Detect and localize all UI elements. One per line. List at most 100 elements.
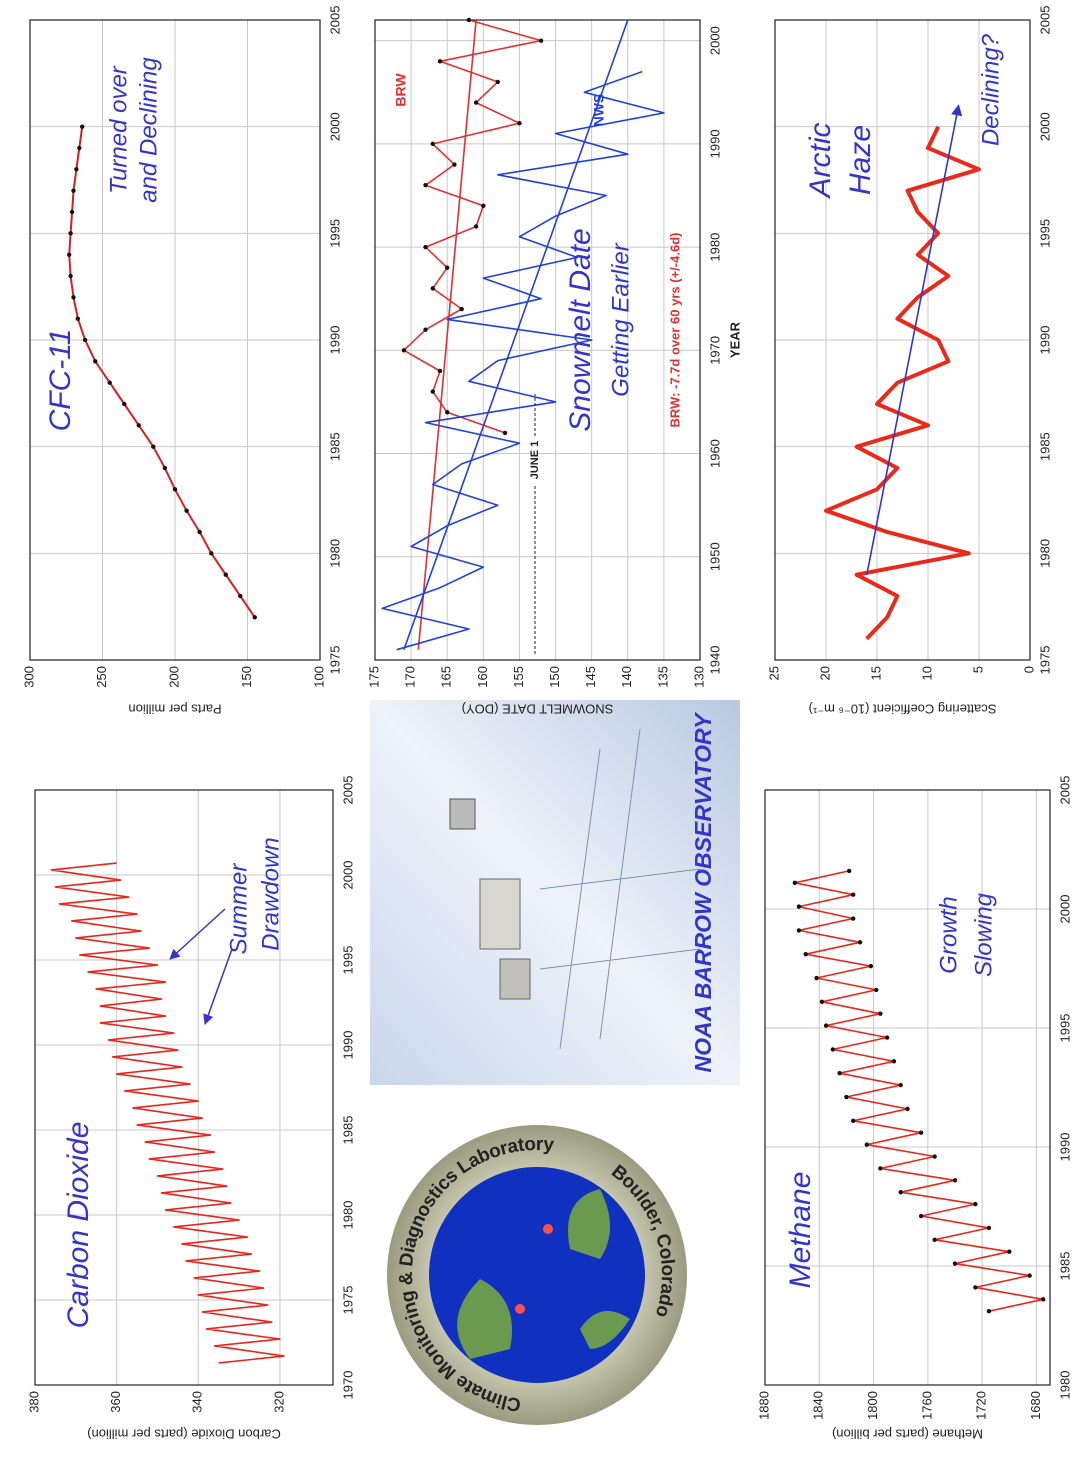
data-point — [184, 508, 189, 513]
data-point — [223, 572, 228, 577]
data-point — [473, 224, 479, 229]
x-tick-label: 1975 — [327, 646, 342, 675]
data-point — [846, 868, 852, 874]
data-point — [851, 892, 856, 897]
y-tick-label: 200 — [166, 666, 181, 688]
x-tick-label: 1990 — [1037, 326, 1052, 355]
data-point — [857, 940, 863, 945]
data-point — [796, 928, 802, 933]
trend-line — [417, 19, 477, 650]
data-point — [837, 1071, 842, 1076]
data-point — [878, 1011, 883, 1016]
data-point — [430, 389, 435, 394]
y-tick-label: 155 — [511, 666, 526, 688]
data-point — [75, 316, 81, 321]
plot-frame — [764, 789, 1051, 1386]
x-tick-label: 2000 — [1037, 112, 1052, 141]
data-point — [238, 593, 243, 599]
y-tick-label: 140 — [619, 666, 634, 688]
data-point — [792, 880, 798, 886]
data-point — [430, 141, 435, 147]
annotation: Drawdown — [257, 837, 284, 950]
data-point — [898, 1190, 903, 1195]
annotation-arrow — [203, 948, 233, 1025]
plot-frame — [374, 19, 701, 661]
data-point — [82, 337, 88, 343]
data-point — [423, 244, 428, 250]
data-point — [952, 1261, 958, 1266]
chart-title: Methane — [784, 1172, 817, 1289]
y-tick-label: 160 — [475, 666, 490, 688]
y-tick-label: 1800 — [865, 1391, 880, 1420]
x-tick-label: 2005 — [1037, 6, 1052, 35]
logo-site — [515, 1304, 525, 1314]
data-point — [1007, 1249, 1012, 1254]
plot-frame — [774, 19, 1031, 661]
x-tick-label: 1990 — [327, 326, 342, 355]
y-tick-label: 340 — [190, 1391, 205, 1413]
data-point — [538, 38, 544, 43]
data-point — [973, 1285, 978, 1290]
logo-land — [457, 1189, 630, 1359]
y-tick-label: 145 — [583, 666, 598, 688]
x-tick-label: 1985 — [327, 432, 342, 461]
data-point — [172, 487, 178, 492]
data-line — [50, 862, 285, 1364]
data-point — [932, 1237, 937, 1243]
data-point — [68, 231, 73, 236]
photo-building — [479, 878, 521, 950]
annotation: BRW: -7.7d over 60 yrs (+/-4.6d) — [667, 233, 682, 428]
data-point — [93, 359, 98, 364]
chart: 320 340 360 380 1970 1975 1980 1985 1990 1995 2000… — [26, 776, 355, 1442]
data-point — [66, 252, 72, 257]
data-point — [69, 209, 75, 215]
data-point — [898, 1082, 903, 1088]
data-point — [71, 188, 76, 193]
data-point — [918, 1130, 924, 1135]
data-point — [466, 17, 472, 23]
x-tick-label: 1990 — [340, 1031, 355, 1060]
y-tick-label: 300 — [21, 666, 36, 688]
y-tick-label: 15 — [868, 666, 883, 680]
y-tick-label: 250 — [94, 666, 109, 688]
data-line — [403, 19, 542, 434]
chart-title: CFC-11 — [44, 329, 77, 432]
data-point — [823, 1023, 829, 1028]
data-point — [74, 167, 79, 172]
data-point — [197, 529, 202, 535]
data-point — [851, 1118, 856, 1124]
data-point — [851, 916, 856, 921]
y-axis-label: Carbon Dioxide (parts per million) — [87, 1427, 281, 1442]
data-point — [80, 124, 85, 129]
data-point — [423, 182, 428, 188]
data-point — [162, 465, 168, 471]
data-point — [430, 286, 435, 291]
x-tick-label: 2005 — [340, 776, 355, 805]
x-tick-label: 1985 — [340, 1116, 355, 1145]
y-tick-label: 165 — [439, 666, 454, 688]
y-tick-label: 25 — [766, 666, 781, 680]
y-tick-label: 5 — [970, 666, 985, 673]
data-line — [68, 126, 256, 618]
x-tick-label: 1970 — [340, 1371, 355, 1400]
photo-building — [449, 798, 476, 830]
y-tick-label: 1680 — [1028, 1391, 1043, 1420]
x-tick-label: 1950 — [707, 542, 722, 571]
plot-frame — [29, 19, 321, 661]
chart-title: Carbon Dioxide — [62, 1122, 95, 1329]
data-point — [932, 1154, 937, 1159]
data-point — [252, 615, 257, 620]
annotation: Declining? — [977, 33, 1004, 146]
data-line — [381, 70, 665, 651]
photo-fence — [539, 728, 701, 1050]
x-tick-label: 1980 — [1037, 539, 1052, 568]
y-tick-label: 150 — [547, 666, 562, 688]
chart: 1680 1720 1760 1800 1840 1880 1980 1985 1990 1995… — [756, 776, 1072, 1442]
chart: 100 150 200 250 300 1975 1980 1985 1990 1995 2000 2… — [21, 6, 342, 717]
annotation: Getting Earlier — [607, 242, 634, 396]
y-axis-label: Parts per million — [128, 702, 221, 717]
data-point — [502, 430, 508, 436]
data-point — [878, 1166, 883, 1171]
data-point — [844, 1094, 849, 1100]
